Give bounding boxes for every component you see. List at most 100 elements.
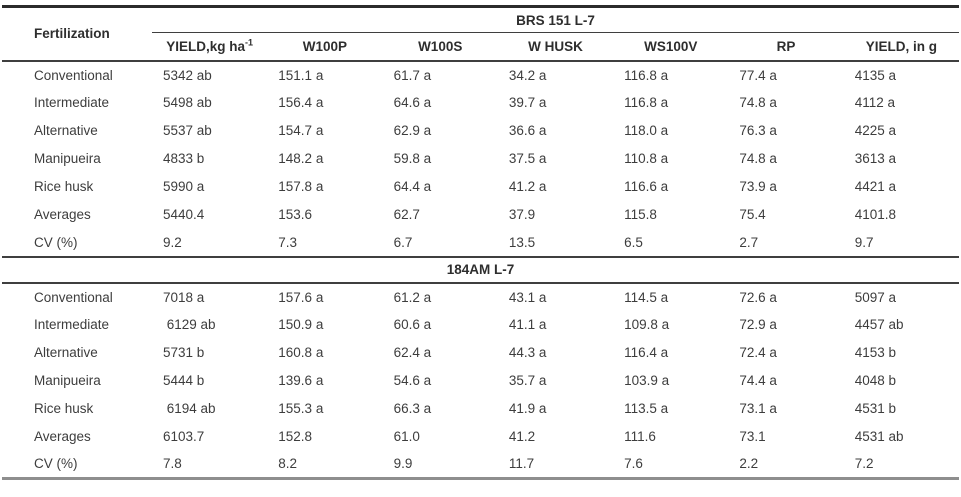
column-header-label: YIELD,kg ha [166, 38, 246, 54]
table-row: Alternative 5537 ab 154.7 a 62.9 a 36.6 a 118… [2, 117, 959, 145]
cell: 35.7 a [508, 373, 547, 388]
table-row: Fertilization BRS 151 L-7 [2, 6, 959, 62]
table-header: Fertilization BRS 151 L-7 YIELD,kg ha-1 … [2, 6, 959, 62]
cell: 4531 ab [854, 429, 904, 444]
cell: 3613 a [854, 151, 896, 166]
cell: 44.3 a [508, 345, 547, 360]
cell: 73.1 [739, 429, 766, 444]
cell: 4457 ab [854, 317, 904, 332]
cell: 43.1 a [508, 289, 547, 305]
cell: 6103.7 [163, 429, 205, 444]
row-label: Averages [34, 207, 91, 222]
cell: 7.6 [624, 456, 643, 472]
table-row: CV (%) 7.8 8.2 9.9 11.7 7.6 2.2 7.2 [2, 451, 959, 479]
cell: 116.8 a [624, 95, 669, 110]
cell: 62.4 a [393, 345, 432, 360]
column-header-yield-g: YIELD, in g [843, 32, 959, 62]
row-label: Manipueira [34, 151, 101, 166]
cell: 116.8 a [624, 67, 669, 83]
cell: 7.3 [278, 234, 298, 250]
row-label: Manipueira [34, 373, 101, 388]
cell: 13.5 [508, 234, 536, 250]
table-figure: Fertilization BRS 151 L-7 YIELD,kg ha-1 … [2, 5, 959, 480]
cell: 4531 b [854, 401, 896, 416]
cell: 5440.4 [163, 207, 205, 222]
row-label: Alternative [34, 345, 98, 360]
cell: 4833 b [163, 151, 205, 166]
cell: 7018 a [163, 289, 205, 305]
cell: 41.2 [508, 429, 536, 444]
column-header-yield-kg-ha: YIELD,kg ha-1 [152, 32, 268, 62]
table-row: Manipueira 5444 b 139.6 a 54.6 a 35.7 a 103.9… [2, 367, 959, 395]
row-label: Rice husk [34, 179, 94, 194]
superscript-minus-one: -1 [245, 37, 254, 48]
row-label: Averages [34, 429, 91, 444]
cell: 76.3 a [739, 123, 777, 138]
table-row: Manipueira 4833 b 148.2 a 59.8 a 37.5 a 110.8… [2, 145, 959, 173]
column-header-w100p: W100P [267, 32, 383, 62]
cell: 114.5 a [624, 289, 669, 305]
cell: 64.6 a [393, 95, 432, 110]
table-row: Rice husk 6194 ab 155.3 a 66.3 a 41.9 a 113.… [2, 395, 959, 423]
cell: 41.1 a [508, 317, 547, 332]
cell: 5097 a [854, 289, 896, 305]
row-label: Rice husk [34, 401, 94, 416]
cell: 41.9 a [508, 401, 547, 416]
cell: 8.2 [278, 456, 298, 472]
cell: 6.5 [624, 234, 643, 250]
cell: 74.4 a [739, 373, 777, 388]
row-label: CV (%) [34, 456, 78, 472]
cell: 72.4 a [739, 345, 777, 360]
cell: 139.6 a [278, 373, 324, 388]
table-row: Averages 5440.4 153.6 62.7 37.9 115.8 75.4 4101… [2, 201, 959, 229]
cell: 11.7 [508, 456, 535, 472]
cell: 73.1 a [739, 401, 777, 416]
cell: 113.5 a [624, 401, 669, 416]
cell: 5537 ab [163, 123, 212, 138]
cell: 5498 ab [163, 95, 212, 110]
section-1-cultivar-header: BRS 151 L-7 [152, 6, 959, 33]
cell: 153.6 [278, 207, 313, 222]
cell: 59.8 a [393, 151, 432, 166]
cell: 66.3 a [393, 401, 432, 416]
section-2-body: Conventional 7018 a 157.6 a 61.2 a 43.1 a 114… [2, 283, 959, 479]
corner-header-fertilization: Fertilization [2, 6, 152, 62]
cell: 5731 b [163, 345, 205, 360]
cell: 9.9 [393, 456, 413, 472]
cell: 4112 a [854, 95, 895, 110]
cell: 62.9 a [393, 123, 432, 138]
cell: 116.4 a [624, 345, 669, 360]
cell: 110.8 a [624, 151, 669, 166]
section-2-title-band: 184AM L-7 [2, 255, 959, 284]
cell: 116.6 a [624, 179, 669, 194]
column-header-w-husk: W HUSK [497, 32, 614, 62]
row-label: Alternative [34, 123, 98, 138]
table-row: Intermediate 5498 ab 156.4 a 64.6 a 39.7 a 11… [2, 89, 959, 117]
cell: 37.9 [508, 207, 536, 222]
cell: 4135 a [854, 67, 896, 83]
cell: 9.2 [163, 234, 182, 250]
cell: 4153 b [854, 345, 896, 360]
table-row: Conventional 7018 a 157.6 a 61.2 a 43.1 a 114… [2, 283, 959, 311]
cell: 103.9 a [624, 373, 670, 388]
cell: 4421 a [854, 179, 896, 194]
cell: 7.8 [163, 456, 182, 472]
cell: 74.8 a [739, 151, 777, 166]
cell: 36.6 a [508, 123, 547, 138]
table-row: 184AM L-7 [2, 255, 959, 284]
cell: 115.8 [624, 207, 657, 222]
cell: 61.7 a [393, 67, 432, 83]
cell: 6194 ab [163, 401, 216, 416]
cell: 54.6 a [393, 373, 432, 388]
cell: 5444 b [163, 373, 205, 388]
cell: 155.3 a [278, 401, 324, 416]
cell: 37.5 a [508, 151, 547, 166]
row-label: CV (%) [34, 234, 78, 250]
table-row: Alternative 5731 b 160.8 a 62.4 a 44.3 a 116.… [2, 339, 959, 367]
fertilization-results-table: Fertilization BRS 151 L-7 YIELD,kg ha-1 … [2, 5, 959, 480]
cell: 5342 ab [163, 67, 212, 83]
cell: 4101.8 [854, 207, 896, 222]
cell: 64.4 a [393, 179, 432, 194]
column-header-ws100v: WS100V [613, 32, 729, 62]
cell: 6.7 [393, 234, 413, 250]
